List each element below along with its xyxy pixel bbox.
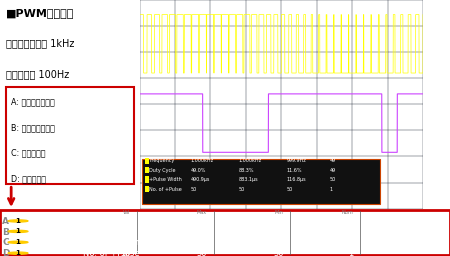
Text: Val: Val	[123, 210, 130, 215]
Text: 999.9Hz: 999.9Hz	[287, 158, 307, 163]
Text: 11.6%: 11.6%	[257, 228, 284, 237]
Text: 116.8μs: 116.8μs	[287, 177, 306, 182]
Text: Min: Min	[275, 210, 284, 215]
Text: 変調周波数 100Hz: 変調周波数 100Hz	[5, 69, 69, 79]
Text: C: 正パルス幅: C: 正パルス幅	[11, 148, 45, 157]
Text: 1: 1	[348, 249, 353, 256]
Text: ■PWM変調波形: ■PWM変調波形	[5, 8, 74, 18]
Text: 50: 50	[238, 187, 245, 192]
Circle shape	[8, 241, 28, 243]
Text: 50: 50	[197, 249, 207, 256]
Text: 1: 1	[16, 228, 20, 234]
Text: 883.1μs: 883.1μs	[238, 177, 258, 182]
Text: 49.0%: 49.0%	[104, 228, 130, 237]
Text: 490.9μs: 490.9μs	[190, 177, 210, 182]
Text: 490.9μs: 490.9μs	[97, 239, 130, 248]
Text: Max: Max	[197, 210, 207, 215]
Text: 50: 50	[329, 177, 336, 182]
Text: 49: 49	[329, 158, 336, 163]
Text: 88.3%: 88.3%	[238, 167, 254, 173]
Text: 50: 50	[287, 187, 293, 192]
Text: 49.0%: 49.0%	[190, 167, 206, 173]
Text: C: C	[2, 239, 9, 248]
Text: キャリア周波数 1kHz: キャリア周波数 1kHz	[5, 38, 74, 48]
Text: +Pulse Width: +Pulse Width	[149, 177, 182, 182]
Text: 50: 50	[343, 239, 353, 248]
Text: 1.000kHz: 1.000kHz	[190, 158, 214, 163]
Text: 50: 50	[273, 249, 284, 256]
Text: Frequency: Frequency	[83, 217, 127, 226]
Text: 1: 1	[329, 187, 333, 192]
Text: A: A	[2, 217, 9, 226]
Text: 1: 1	[16, 218, 20, 224]
Text: +Pulse Width: +Pulse Width	[83, 239, 140, 248]
Text: 1.000kHz: 1.000kHz	[238, 158, 262, 163]
Bar	[5, 87, 134, 184]
Bar	[145, 176, 148, 183]
Text: 1: 1	[16, 239, 20, 245]
Text: Frequency: Frequency	[149, 158, 175, 163]
Bar	[145, 157, 148, 164]
Text: B: B	[2, 228, 9, 237]
Text: 50: 50	[190, 187, 197, 192]
Text: 116.8μs: 116.8μs	[250, 239, 284, 248]
Text: 1.000kHz: 1.000kHz	[91, 217, 130, 226]
Text: 49: 49	[329, 167, 336, 173]
Text: 1.000kHz: 1.000kHz	[168, 217, 207, 226]
Text: B: デューティー比: B: デューティー比	[11, 123, 55, 132]
Text: Duty Cycle: Duty Cycle	[83, 228, 129, 237]
Text: A: キャリア周波数: A: キャリア周波数	[11, 97, 55, 106]
Text: D: D	[2, 249, 10, 256]
Text: Num: Num	[342, 210, 353, 215]
Text: 11.6%: 11.6%	[287, 167, 302, 173]
Text: No. of +Pulse: No. of +Pulse	[149, 187, 182, 192]
Text: 49: 49	[343, 217, 353, 226]
Text: D: 正パルス数: D: 正パルス数	[11, 174, 46, 183]
Text: No. of +Pulse: No. of +Pulse	[83, 249, 140, 256]
Text: 883.1μs: 883.1μs	[173, 239, 207, 248]
Text: 49: 49	[343, 228, 353, 237]
Bar	[142, 158, 381, 205]
Text: 1: 1	[16, 250, 20, 256]
Text: 50: 50	[120, 249, 130, 256]
Bar	[145, 186, 148, 192]
Bar	[145, 167, 148, 173]
Circle shape	[8, 230, 28, 232]
Text: 999.9Hz: 999.9Hz	[249, 217, 284, 226]
Text: 88.3%: 88.3%	[180, 228, 207, 237]
Circle shape	[8, 220, 28, 222]
Text: Duty Cycle: Duty Cycle	[149, 167, 176, 173]
Circle shape	[8, 252, 28, 254]
